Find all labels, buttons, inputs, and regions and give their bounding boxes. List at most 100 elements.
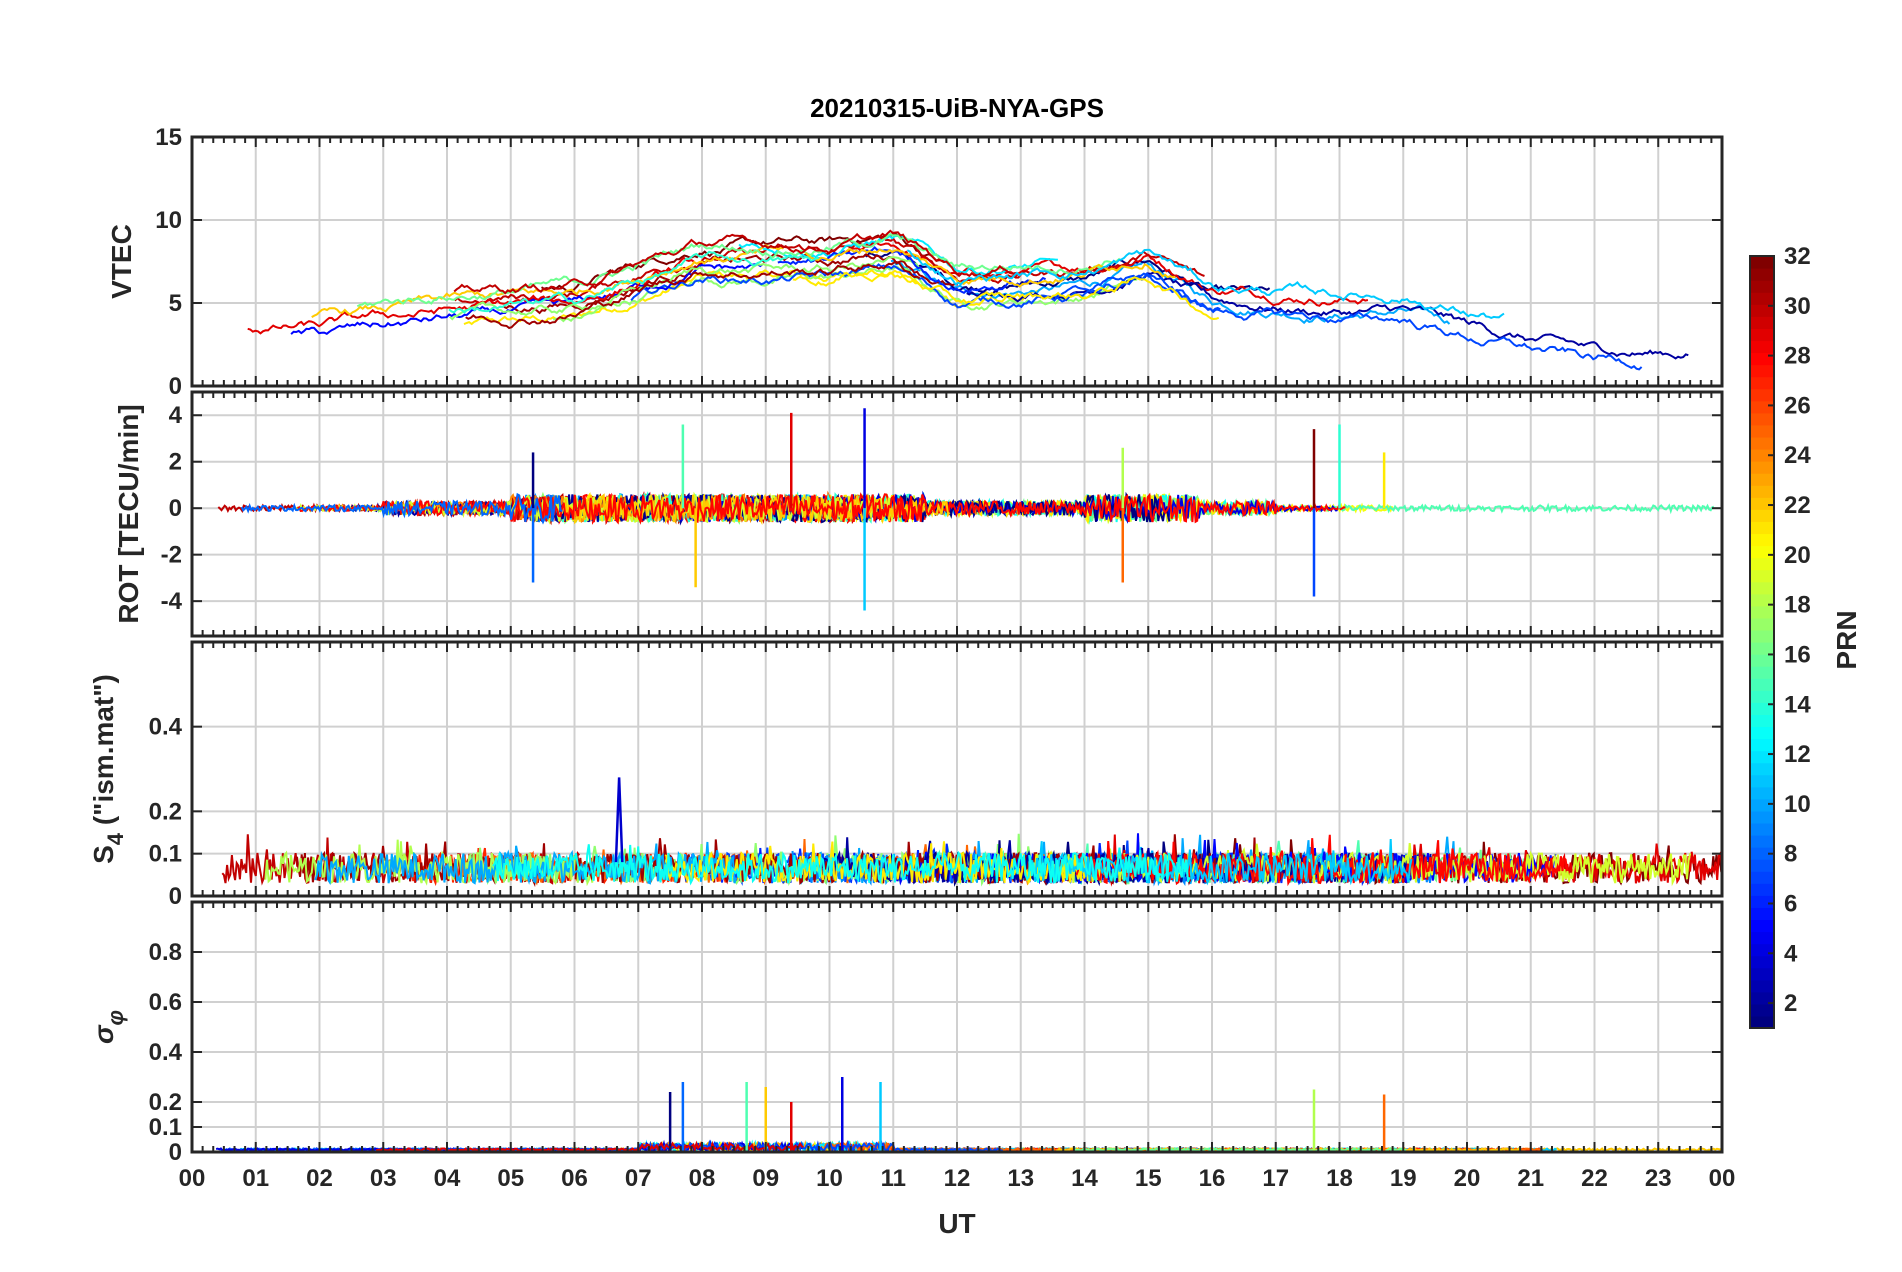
panel-sigma_phi: 00.10.2 0.4 0.6 0.8 σφ 00 01 02 03 04 05 06 07 08 09 10…	[88, 900, 1736, 1192]
colorbar-tick-label: 32	[1784, 243, 1811, 270]
colorbar-segment	[1750, 726, 1774, 740]
y-tick-label: 4	[169, 402, 183, 429]
series-line	[1075, 834, 1569, 887]
series-line	[240, 492, 563, 525]
colorbar-segment	[1750, 605, 1774, 619]
colorbar-segment	[1750, 1003, 1774, 1017]
series-line	[906, 248, 1505, 319]
x-axis-label: UT	[938, 1208, 975, 1239]
colorbar-segment	[1750, 750, 1774, 764]
colorbar-segment	[1750, 376, 1774, 390]
y-tick-label: 0.1	[149, 1114, 182, 1141]
panel-vtec: 0 5 10 15 VTEC	[106, 124, 1724, 400]
colorbar-segment	[1750, 931, 1774, 945]
x-tick-label: 06	[561, 1165, 588, 1192]
colorbar-tick-label: 2	[1784, 990, 1797, 1017]
x-tick-label: 13	[1007, 1165, 1034, 1192]
colorbar-segment	[1750, 352, 1774, 366]
y-tick-label: 0.1	[149, 841, 182, 868]
series-line	[1028, 838, 1413, 886]
x-tick-label: 04	[434, 1165, 461, 1192]
series-line	[465, 260, 921, 330]
y-axis-label: ROT [TECU/min]	[113, 404, 144, 623]
colorbar-segment	[1750, 943, 1774, 957]
colorbar-segment	[1750, 774, 1774, 788]
colorbar-tick-label: 24	[1784, 442, 1811, 469]
series-group	[221, 777, 1722, 888]
colorbar-tick-label: 14	[1784, 691, 1811, 718]
series-line	[453, 229, 1018, 295]
y-tick-label: 0.6	[149, 989, 182, 1016]
x-tick-label: 18	[1326, 1165, 1353, 1192]
y-tick-label: 10	[155, 207, 182, 234]
colorbar-segment	[1750, 702, 1774, 715]
x-tick-label: 00	[179, 1165, 206, 1192]
y-tick-label: -2	[161, 542, 182, 569]
colorbar-segment	[1750, 316, 1774, 329]
x-tick-label: 16	[1199, 1165, 1226, 1192]
series-line	[503, 252, 959, 315]
colorbar-segment	[1750, 292, 1774, 305]
colorbar-tick-label: 30	[1784, 293, 1811, 320]
x-tick-label: 05	[497, 1165, 524, 1192]
x-tick-label: 23	[1645, 1165, 1672, 1192]
colorbar-segment	[1750, 907, 1774, 921]
y-tick-label: 0.4	[149, 714, 183, 741]
x-tick-label: 21	[1517, 1165, 1544, 1192]
colorbar-segment	[1750, 835, 1774, 848]
colorbar-segment	[1750, 967, 1774, 981]
colorbar-segment	[1750, 919, 1774, 933]
panel-s4: 0 0.1 0.2 0.4 S4 ("ism.mat")	[88, 640, 1724, 910]
colorbar-segment	[1750, 364, 1774, 378]
colorbar-segment	[1750, 847, 1774, 860]
colorbar-segment	[1750, 762, 1774, 776]
colorbar-segment	[1750, 714, 1774, 728]
colorbar-segment	[1750, 388, 1774, 402]
y-tick-label: 0.8	[149, 939, 182, 966]
colorbar-segment	[1750, 738, 1774, 752]
x-tick-label: 12	[944, 1165, 971, 1192]
colorbar-segment	[1750, 545, 1774, 559]
series-line	[792, 269, 1220, 321]
series-line	[356, 233, 1121, 308]
peak-mark	[614, 777, 624, 863]
x-tick-label: 09	[752, 1165, 779, 1192]
colorbar-segment	[1750, 400, 1774, 414]
series-line	[630, 263, 1221, 313]
colorbar-segment	[1750, 810, 1774, 824]
x-tick-label: 03	[370, 1165, 397, 1192]
colorbar-tick-label: 18	[1784, 592, 1811, 619]
x-tick-label: 00	[1709, 1165, 1736, 1192]
colorbar-tick-label: 20	[1784, 542, 1811, 569]
colorbar-tick-label: 28	[1784, 343, 1811, 370]
colorbar-box	[1749, 255, 1775, 1029]
colorbar-segment	[1750, 690, 1774, 703]
colorbar-segment	[1750, 642, 1774, 655]
panel-rot: -4 -2 0 2 4 ROT [TECU/min]	[113, 390, 1724, 638]
colorbar-segment	[1750, 412, 1774, 426]
colorbar-segment	[1750, 424, 1774, 438]
y-tick-label: 15	[155, 124, 182, 151]
colorbar-segment	[1750, 581, 1774, 595]
series-line	[448, 250, 820, 314]
series-line	[777, 245, 1046, 294]
x-tick-label: 17	[1262, 1165, 1289, 1192]
y-tick-label: -4	[161, 588, 183, 615]
y-tick-label: 0.4	[149, 1039, 183, 1066]
colorbar-segment	[1750, 786, 1774, 800]
colorbar-segment	[1750, 629, 1774, 643]
x-tick-label: 08	[689, 1165, 716, 1192]
colorbar-segment	[1750, 268, 1774, 281]
figure-title: 20210315-UiB-NYA-GPS	[810, 93, 1104, 123]
y-tick-label: 0	[169, 883, 182, 910]
x-tick-label: 14	[1071, 1165, 1098, 1192]
series-line	[311, 244, 784, 318]
colorbar-segment	[1750, 883, 1774, 896]
colorbar-segment	[1750, 304, 1774, 317]
colorbar-segment	[1750, 593, 1774, 607]
colorbar-segment	[1750, 473, 1774, 486]
colorbar-segment	[1750, 1015, 1774, 1029]
x-tick-label: 11	[881, 1165, 906, 1192]
